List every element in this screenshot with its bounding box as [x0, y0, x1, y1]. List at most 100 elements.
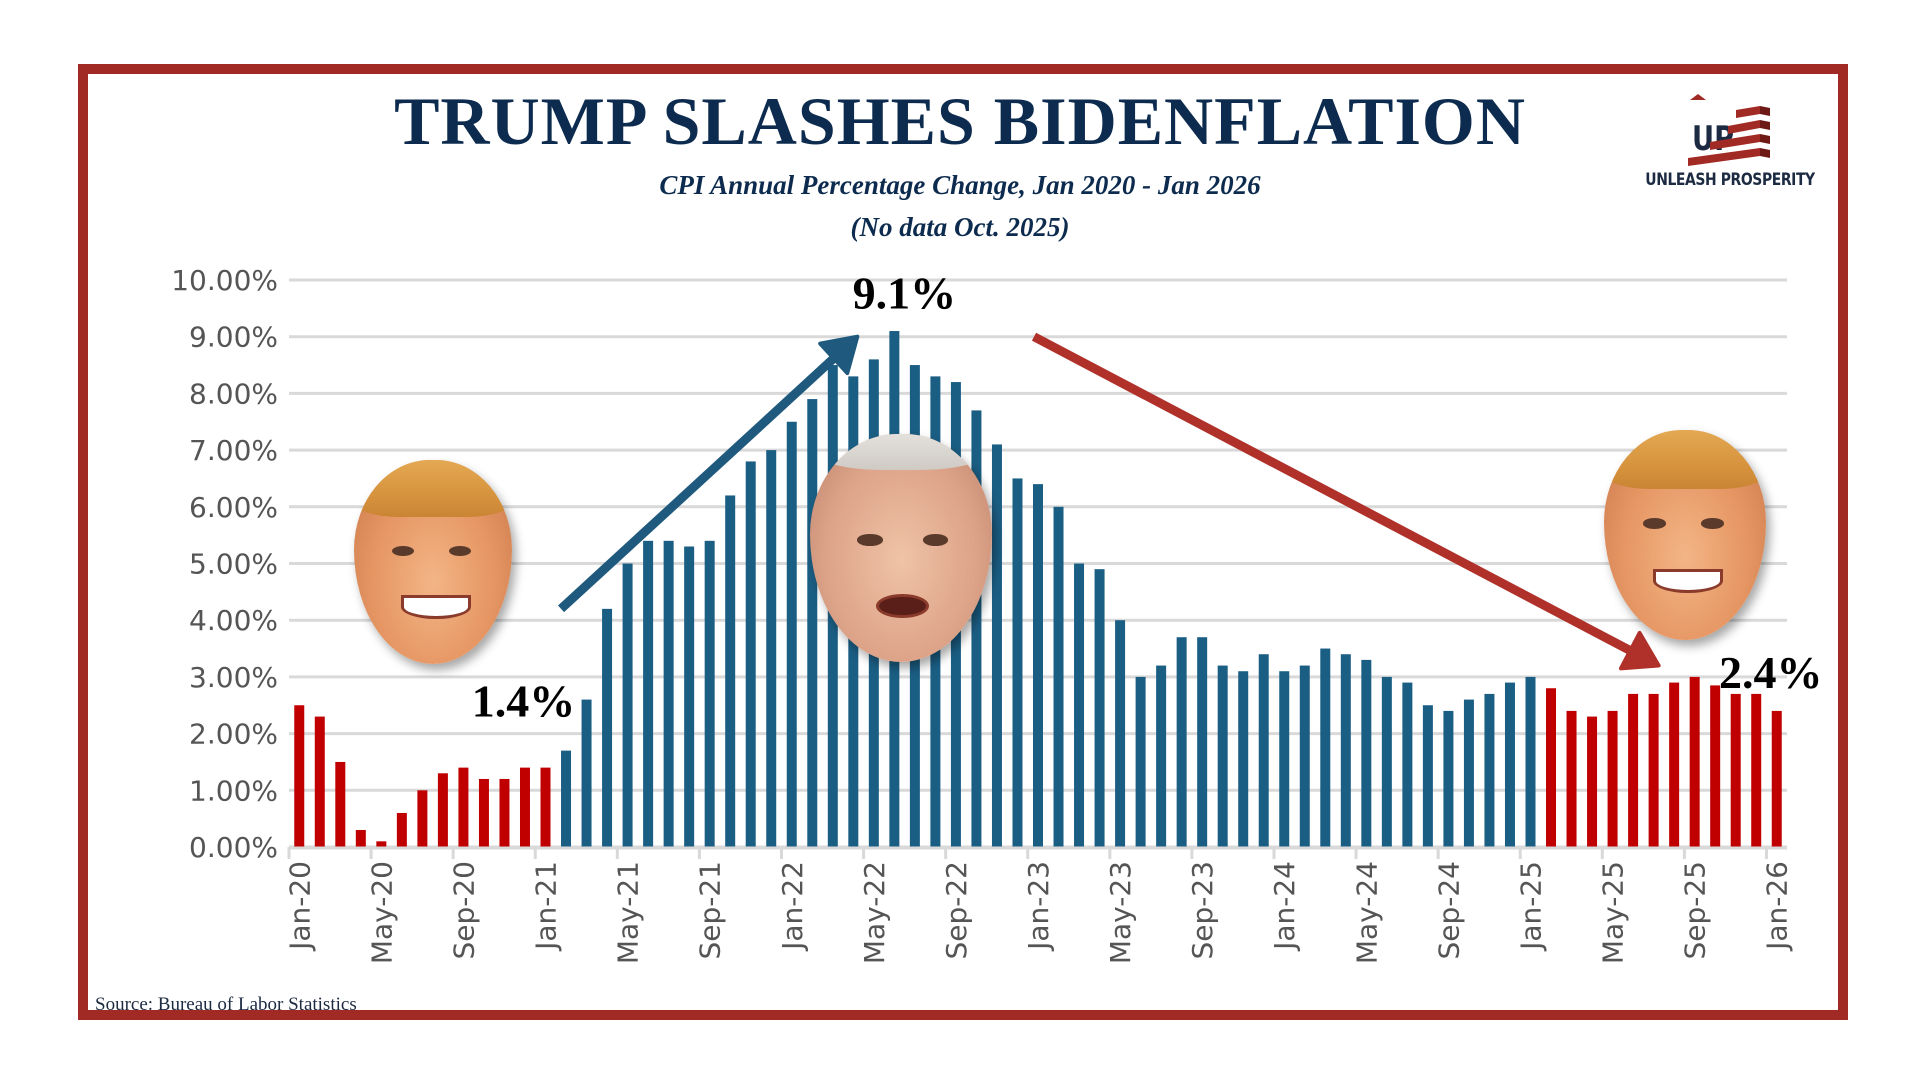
- bar-may-23: [1115, 620, 1126, 847]
- bar-mar-25: [1566, 710, 1577, 847]
- bar-sep-21: [704, 540, 715, 847]
- flag-stripes-icon: UP: [1688, 94, 1770, 166]
- bar-jan-24: [1279, 671, 1290, 847]
- logo-text: UNLEASH PROSPERITY: [1645, 170, 1815, 190]
- bar-jul-20: [417, 790, 428, 847]
- bar-feb-20: [314, 716, 325, 847]
- bar-nov-24: [1484, 693, 1495, 847]
- arrow-down-icon: [1031, 332, 1661, 671]
- bar-nov-20: [499, 778, 510, 847]
- annotations: 1.4% 9.1% 2.4%: [472, 267, 1823, 726]
- bar-nov-25: [1730, 693, 1741, 847]
- y-tick-label: 7.00%: [189, 434, 278, 467]
- x-tick-label: Jan-26: [1761, 861, 1794, 952]
- bar-apr-25: [1587, 716, 1598, 847]
- bar-feb-22: [807, 399, 818, 847]
- bar-sep-20: [458, 767, 469, 847]
- x-tick-label: May-22: [858, 861, 891, 964]
- bar-mar-24: [1320, 648, 1331, 847]
- bar-dec-20: [519, 767, 530, 847]
- x-tick-label: May-25: [1597, 861, 1630, 964]
- annotation-label: 1.4%: [472, 676, 576, 727]
- x-tick-label: May-23: [1104, 861, 1137, 964]
- bar-jul-24: [1402, 682, 1413, 847]
- bar-may-20: [376, 841, 387, 847]
- x-axis: Jan-20 May-20 Sep-20 Jan-21 May-21 Sep-21 Jan-…: [283, 846, 1794, 964]
- bar-oct-22: [971, 410, 982, 847]
- x-tick-label: Jan-20: [283, 861, 316, 952]
- y-tick-label: 4.00%: [189, 604, 278, 637]
- logo-mark: UP: [1692, 119, 1734, 159]
- y-tick-label: 1.00%: [189, 774, 278, 807]
- bar-jul-21: [663, 540, 674, 847]
- bar-jul-23: [1156, 665, 1167, 847]
- x-tick-label: May-21: [612, 861, 645, 964]
- biden-face-center: [810, 434, 992, 662]
- bar-aug-20: [437, 773, 448, 847]
- bar-jan-23: [1033, 484, 1043, 847]
- x-tick-label: May-20: [365, 861, 398, 964]
- bar-feb-25: [1546, 688, 1557, 847]
- source-note: Source: Bureau of Labor Statistics: [95, 994, 357, 1015]
- bar-oct-21: [725, 495, 736, 847]
- x-tick-label: Jan-21: [530, 861, 563, 952]
- chart-title: TRUMP SLASHES BIDENFLATION: [394, 83, 1526, 159]
- bar-sep-23: [1197, 637, 1208, 847]
- bar-aug-23: [1176, 637, 1187, 847]
- bar-may-24: [1361, 659, 1372, 847]
- y-tick-label: 8.00%: [189, 377, 278, 410]
- bar-feb-23: [1053, 506, 1064, 847]
- bar-jan-20: [294, 705, 305, 847]
- x-tick-label: Jan-25: [1514, 861, 1547, 952]
- bar-apr-23: [1094, 569, 1105, 847]
- x-tick-label: Jan-24: [1268, 861, 1301, 952]
- bar-feb-21: [561, 750, 572, 847]
- bar-jun-25: [1628, 693, 1639, 847]
- bar-jun-23: [1135, 676, 1146, 847]
- trump-face-right: [1604, 430, 1766, 640]
- bar-sep-25: [1689, 676, 1700, 847]
- bar-nov-21: [745, 461, 756, 847]
- unleash-prosperity-logo: UP UNLEASH PROSPERITY: [1628, 92, 1820, 232]
- y-tick-label: 3.00%: [189, 661, 278, 694]
- arrow-up-icon: [557, 334, 860, 613]
- annotation-label: 9.1%: [853, 267, 957, 318]
- x-tick-label: Sep-22: [940, 861, 973, 960]
- bar-may-25: [1607, 710, 1618, 847]
- x-tick-label: Jan-22: [776, 861, 809, 952]
- bar-dec-25: [1751, 693, 1762, 847]
- bar-jan-25: [1525, 676, 1536, 847]
- bar-apr-21: [602, 608, 613, 847]
- bar-oct-20: [478, 778, 489, 847]
- bar-jul-25: [1648, 693, 1659, 847]
- x-tick-label: May-24: [1350, 861, 1383, 964]
- bar-mar-23: [1074, 563, 1085, 847]
- bar-dec-24: [1504, 682, 1515, 847]
- bar-dec-22: [1012, 478, 1023, 847]
- bar-mar-21: [581, 699, 592, 847]
- y-tick-label: 6.00%: [189, 491, 278, 524]
- bar-jun-24: [1381, 676, 1392, 847]
- bar-sep-24: [1443, 710, 1454, 847]
- bar-feb-24: [1299, 665, 1310, 847]
- bar-aug-25: [1669, 682, 1680, 847]
- y-tick-label: 9.00%: [189, 321, 278, 354]
- bar-jun-20: [396, 812, 407, 847]
- chart-subtitle-note: (No data Oct. 2025): [850, 212, 1070, 242]
- arrow-shaft: [1031, 332, 1633, 655]
- bar-jan-21: [540, 767, 551, 847]
- x-tick-label: Sep-25: [1679, 861, 1712, 960]
- y-tick-label: 5.00%: [189, 548, 278, 581]
- bar-dec-23: [1258, 654, 1269, 847]
- x-tick-label: Sep-21: [694, 861, 727, 960]
- x-tick-label: Sep-20: [447, 861, 480, 960]
- bar-aug-21: [684, 546, 695, 847]
- y-tick-label: 2.00%: [189, 718, 278, 751]
- x-tick-label: Jan-23: [1022, 861, 1055, 952]
- bar-nov-23: [1238, 671, 1249, 847]
- x-tick-label: Sep-23: [1186, 861, 1219, 960]
- chart-subtitle: CPI Annual Percentage Change, Jan 2020 -…: [659, 170, 1261, 200]
- y-tick-label: 10.00%: [171, 264, 278, 297]
- arrow-shaft: [557, 355, 837, 613]
- bar-nov-22: [991, 444, 1002, 847]
